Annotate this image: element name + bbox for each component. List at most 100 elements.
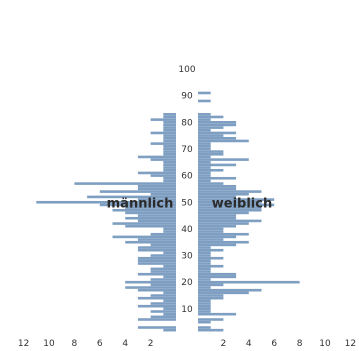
female-bar-age-71 <box>198 144 211 148</box>
male-bar-age-26 <box>163 264 176 268</box>
female-bar-age-51 <box>198 198 275 201</box>
x-tick-label-male-2: 2 <box>148 339 154 349</box>
male-bar-age-80 <box>163 121 176 124</box>
y-tick-label-80: 80 <box>181 118 193 128</box>
x-tick-label-male-6: 6 <box>97 339 103 349</box>
female-bar-age-26 <box>198 264 224 268</box>
male-bar-age-51 <box>137 198 176 201</box>
female-bar-age-78 <box>198 126 224 129</box>
male-bar-age-53 <box>150 192 176 196</box>
female-bar-age-11 <box>198 304 211 308</box>
female-bar-age-29 <box>198 256 224 260</box>
female-bar-age-42 <box>198 222 249 225</box>
male-bar-age-42 <box>112 222 176 225</box>
male-bar-age-69 <box>163 150 176 153</box>
x-tick-label-female-8: 8 <box>297 339 303 349</box>
female-bar-age-5 <box>198 320 211 324</box>
male-bar-age-21 <box>150 278 176 281</box>
male-bar-age-78 <box>163 126 176 129</box>
female-bar-age-21 <box>198 278 211 281</box>
female-bar-age-39 <box>198 230 224 233</box>
female-bar-age-68 <box>198 152 224 156</box>
male-bar-age-11 <box>137 304 176 308</box>
female-bar-age-9 <box>198 310 211 313</box>
female-bar-age-38 <box>198 232 249 236</box>
female-bar-age-28 <box>198 259 211 263</box>
male-bar-age-6 <box>137 318 176 321</box>
male-bar-age-66 <box>150 158 176 161</box>
male-bar-age-74 <box>163 136 176 140</box>
male-bar-age-77 <box>163 128 176 132</box>
female-bar-age-74 <box>198 136 237 140</box>
male-bar-age-17 <box>137 288 176 292</box>
x-tick-label-male-4: 4 <box>122 339 128 349</box>
male-bar-age-64 <box>163 163 176 167</box>
male-bar-age-24 <box>150 270 176 273</box>
male-bar-age-27 <box>137 262 176 265</box>
x-tick-label-female-10: 10 <box>319 339 331 349</box>
male-bar-age-68 <box>163 152 176 156</box>
x-tick-label-female-4: 4 <box>246 339 252 349</box>
female-bar-age-49 <box>198 203 275 207</box>
female-bar-age-23 <box>198 272 237 276</box>
male-bar-age-83 <box>163 113 176 116</box>
female-bar-age-30 <box>198 254 211 257</box>
male-bar-age-39 <box>163 230 176 233</box>
female-bar-age-70 <box>198 147 211 151</box>
male-bar-age-79 <box>163 123 176 127</box>
male-bar-age-63 <box>163 166 176 169</box>
female-bar-age-3 <box>198 326 211 329</box>
female-bar-age-10 <box>198 307 211 311</box>
male-bar-age-65 <box>163 160 176 164</box>
x-tick-label-female-12: 12 <box>345 339 356 349</box>
female-bar-age-31 <box>198 251 211 255</box>
y-tick-label-20: 20 <box>181 278 193 288</box>
male-bar-age-47 <box>112 208 176 212</box>
male-bar-age-75 <box>163 134 176 137</box>
female-bar-age-41 <box>198 224 237 228</box>
female-bar-age-83 <box>198 113 211 116</box>
male-bar-age-41 <box>125 224 176 228</box>
female-bar-age-59 <box>198 176 237 180</box>
y-tick-label-100: 100 <box>178 65 195 75</box>
female-bar-age-76 <box>198 131 237 135</box>
male-bar-age-58 <box>163 179 176 183</box>
male-bar-age-37 <box>112 235 176 239</box>
x-tick-label-female-6: 6 <box>271 339 277 349</box>
female-bar-age-88 <box>198 99 211 103</box>
female-bar-age-65 <box>198 160 211 164</box>
y-tick-label-70: 70 <box>181 145 193 155</box>
male-series-label: männlich <box>107 196 174 211</box>
female-bar-age-57 <box>198 182 224 185</box>
female-bar-age-53 <box>198 192 249 196</box>
female-bar-age-36 <box>198 238 224 241</box>
male-bar-age-52 <box>87 195 176 199</box>
male-bar-age-28 <box>137 259 176 263</box>
x-tick-label-male-8: 8 <box>72 339 78 349</box>
x-tick-label-male-12: 12 <box>18 339 29 349</box>
female-bar-age-50 <box>198 200 262 204</box>
female-bar-age-67 <box>198 155 211 159</box>
male-bar-age-10 <box>163 307 176 311</box>
female-bar-age-77 <box>198 128 211 132</box>
female-bar-age-47 <box>198 208 262 212</box>
female-bar-age-6 <box>198 318 224 321</box>
male-bar-age-40 <box>163 227 176 231</box>
male-bar-age-7 <box>150 315 176 319</box>
female-bar-age-34 <box>198 243 237 247</box>
female-bar-age-48 <box>198 206 262 209</box>
female-bar-age-73 <box>198 139 249 143</box>
female-bar-age-55 <box>198 187 237 191</box>
male-bar-age-50 <box>36 200 176 204</box>
male-bar-age-35 <box>125 240 176 244</box>
male-bar-age-54 <box>99 190 176 193</box>
male-bar-age-32 <box>137 248 176 252</box>
male-bar-age-25 <box>150 267 176 271</box>
male-bar-age-67 <box>137 155 176 159</box>
male-bar-age-15 <box>150 294 176 297</box>
female-bar-age-82 <box>198 115 224 119</box>
female-bar-age-52 <box>198 195 237 199</box>
female-bar-age-46 <box>198 211 249 215</box>
male-bar-age-44 <box>125 216 176 220</box>
y-tick-label-30: 30 <box>181 252 193 262</box>
